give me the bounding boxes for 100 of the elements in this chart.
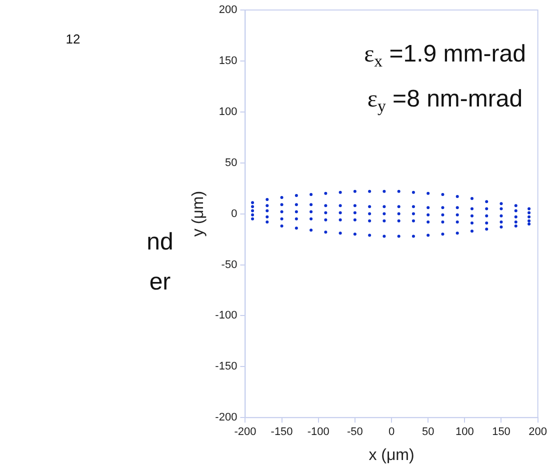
point [251, 209, 254, 212]
point [485, 228, 488, 231]
point [368, 234, 372, 237]
y-tick-label: 150 [218, 54, 238, 67]
y-tick-label: -150 [215, 360, 238, 373]
point [412, 190, 415, 194]
point [368, 212, 372, 216]
text: 12 [66, 32, 80, 47]
y-axis-title: y (μm) [190, 190, 208, 237]
point [324, 218, 328, 222]
x-tick-label: 200 [528, 426, 548, 438]
point [310, 210, 313, 214]
point [456, 220, 459, 224]
point [324, 211, 328, 214]
point [382, 190, 386, 193]
point [324, 204, 328, 208]
point [485, 214, 488, 218]
text: nd [146, 228, 174, 256]
point [266, 209, 269, 212]
x-tick-label: 0 [388, 426, 395, 438]
point [353, 218, 356, 222]
point [397, 219, 400, 222]
x-axis-title: x (μm) [368, 446, 414, 464]
point [412, 219, 415, 222]
point [485, 221, 488, 224]
point [528, 211, 531, 214]
point [500, 202, 503, 206]
point [338, 218, 342, 222]
y-tick-label: -50 [221, 258, 238, 271]
point [397, 205, 400, 208]
point [338, 232, 342, 235]
y-tick-label: -200 [215, 412, 238, 424]
point [251, 205, 254, 208]
point [470, 230, 474, 233]
point [441, 232, 444, 236]
point [528, 215, 531, 218]
point [485, 200, 488, 204]
point [397, 234, 400, 238]
point [528, 219, 531, 222]
point [338, 190, 342, 194]
point [353, 232, 356, 236]
point [500, 207, 503, 210]
point [426, 192, 430, 195]
point [514, 220, 518, 224]
point [470, 221, 474, 224]
point [251, 213, 254, 216]
point [382, 219, 386, 222]
point [426, 206, 430, 210]
point [294, 226, 298, 230]
x-tick-label: 50 [422, 426, 434, 438]
point [353, 211, 356, 214]
point [514, 209, 518, 212]
point [280, 210, 284, 214]
point [266, 204, 269, 208]
x-tick-label: -100 [307, 426, 330, 438]
point [368, 219, 372, 222]
point [266, 220, 269, 224]
x-tick-label: -200 [234, 426, 256, 438]
point [280, 217, 284, 220]
point [294, 194, 298, 197]
point [441, 220, 444, 224]
point [470, 207, 474, 210]
point [412, 205, 415, 208]
x-tick-label: -150 [270, 426, 293, 438]
point [500, 220, 503, 224]
y-tick-label: 200 [218, 4, 238, 16]
point [310, 228, 313, 232]
point [294, 210, 298, 214]
point [426, 213, 430, 216]
point [500, 214, 503, 218]
point [310, 203, 313, 206]
point [368, 205, 372, 208]
x-tick-label: 100 [455, 426, 474, 438]
y-tick-label: 50 [224, 156, 238, 169]
point [251, 217, 254, 220]
point [441, 213, 444, 216]
point [514, 224, 518, 228]
point [353, 190, 356, 193]
point [528, 207, 531, 210]
point [514, 215, 518, 218]
point [338, 211, 342, 214]
point [382, 212, 386, 216]
text: er [149, 268, 171, 296]
point [294, 203, 298, 206]
point [368, 190, 372, 193]
point [456, 206, 459, 210]
point [456, 213, 459, 216]
point [500, 226, 503, 229]
point [412, 212, 415, 216]
point [382, 234, 386, 238]
point [294, 217, 298, 220]
point [324, 230, 328, 234]
point [456, 194, 459, 198]
point [382, 205, 386, 208]
point [397, 212, 400, 216]
point [397, 190, 400, 193]
point [470, 214, 474, 218]
point [266, 215, 269, 218]
point [353, 204, 356, 208]
x-tick-label: -50 [346, 426, 363, 438]
